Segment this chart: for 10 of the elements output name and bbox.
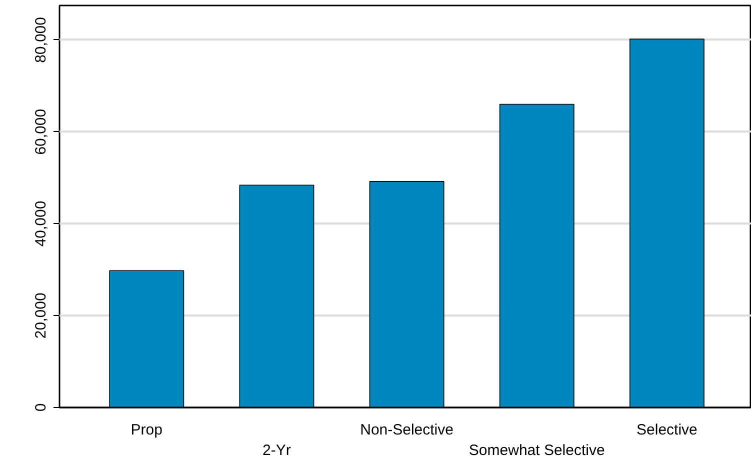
x-tick-label: Non-Selective (360, 422, 454, 438)
x-tick-label: Prop (130, 422, 162, 438)
y-tick-label: 40,000 (32, 200, 50, 247)
x-tick-label: 2-Yr (262, 442, 291, 459)
y-tick-label: 80,000 (32, 17, 50, 63)
x-tick-label: Somewhat Selective (468, 442, 605, 459)
y-tick-label: 60,000 (32, 108, 50, 155)
y-tick-label: 0 (32, 403, 50, 412)
y-tick-label: 20,000 (32, 292, 50, 339)
x-tick-label: Selective (636, 422, 698, 438)
